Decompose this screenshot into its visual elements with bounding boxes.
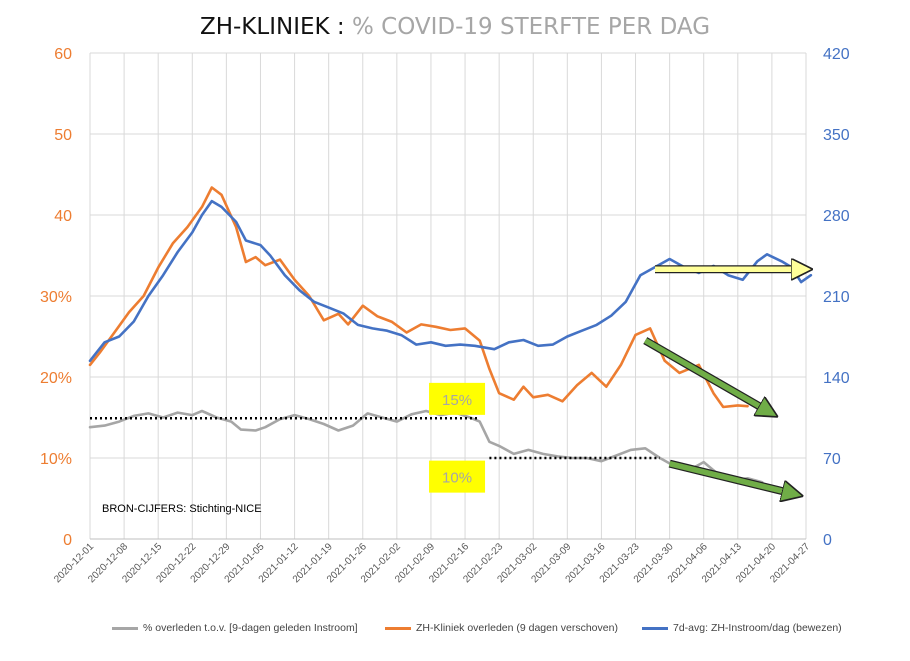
- right-axis-tick-label: 140: [823, 370, 850, 387]
- annotation-highlight: [429, 460, 486, 493]
- left-axis-tick-label: 50: [54, 127, 72, 144]
- trend-arrow-green: [668, 460, 794, 494]
- left-axis-tick-label: 20%: [40, 370, 72, 387]
- legend-item-gray: % overleden t.o.v. [9-dagen geleden Inst…: [112, 622, 358, 634]
- series-line-blue: [88, 199, 813, 363]
- source-note: BRON-CIJFERS: Stichting-NICE: [102, 503, 262, 515]
- right-axis-tick-label: 210: [823, 289, 850, 306]
- left-axis-tick-label: 60: [54, 46, 72, 63]
- right-axis-tick-label: 420: [823, 46, 850, 63]
- legend-item-blue: 7d-avg: ZH-Instroom/dag (bewezen): [642, 622, 842, 634]
- annotation-highlight: [429, 382, 486, 415]
- series-line-gray: [88, 409, 764, 484]
- left-axis-tick-label: 0: [63, 532, 72, 549]
- left-axis-tick-label: 10%: [40, 451, 72, 468]
- legend-swatch-blue: [642, 626, 668, 630]
- legend-swatch-gray: [112, 626, 138, 630]
- chart-canvas: 010%20%30%4050600701402102803504202020-1…: [40, 46, 850, 585]
- chart-title-main: ZH-KLINIEK :: [199, 14, 345, 40]
- trend-arrow-green: [643, 338, 769, 412]
- legend-label-blue: 7d-avg: ZH-Instroom/dag (bewezen): [673, 622, 842, 634]
- right-axis-tick-label: 0: [823, 532, 832, 549]
- chart-title-sub: % COVID-19 STERFTE PER DAG: [351, 14, 711, 40]
- right-axis-tick-label: 280: [823, 208, 850, 225]
- chart-title: ZH-KLINIEK : % COVID-19 STERFTE PER DAG: [0, 14, 910, 40]
- legend-label-gray: % overleden t.o.v. [9-dagen geleden Inst…: [143, 622, 358, 634]
- series-line-orange: [88, 186, 749, 409]
- legend-swatch-orange: [385, 626, 411, 630]
- annotation-label: 10%: [442, 470, 472, 487]
- right-axis-tick-label: 350: [823, 127, 850, 144]
- annotation-label: 15%: [442, 392, 472, 409]
- left-axis-tick-label: 30%: [40, 289, 72, 306]
- left-axis-tick-label: 40: [54, 208, 72, 225]
- legend-item-orange: ZH-Kliniek overleden (9 dagen verschoven…: [385, 622, 618, 634]
- legend-label-orange: ZH-Kliniek overleden (9 dagen verschoven…: [416, 622, 618, 634]
- right-axis-tick-label: 70: [823, 451, 841, 468]
